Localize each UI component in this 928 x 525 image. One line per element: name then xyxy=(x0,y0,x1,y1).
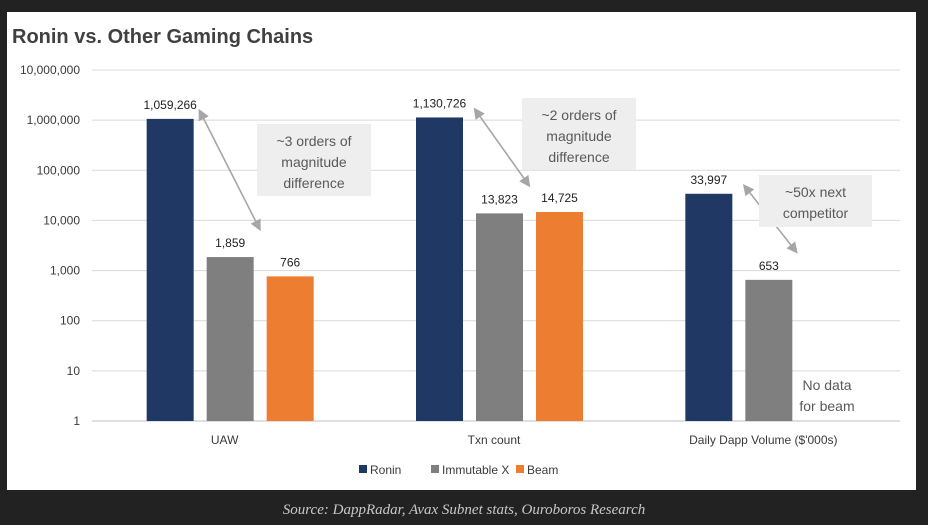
legend-swatch xyxy=(516,465,524,473)
chart-svg: Ronin vs. Other Gaming Chains 1 10 100 1,00… xyxy=(12,26,900,477)
annotation-text: magnitude xyxy=(546,128,612,144)
legend: Ronin Immutable X Beam xyxy=(359,463,558,477)
annotation-box xyxy=(257,124,371,196)
y-tick-label: 1,000 xyxy=(50,264,80,278)
annotation-text: difference xyxy=(548,149,609,165)
legend-label: Beam xyxy=(527,463,558,477)
annotations: ~3 orders of magnitude difference ~2 orders… xyxy=(198,98,872,414)
annotation-box xyxy=(522,98,636,170)
y-tick-label: 100,000 xyxy=(37,163,81,177)
chart-figure: Ronin vs. Other Gaming Chains 1 10 100 1,00… xyxy=(7,12,916,490)
source-caption: Source: DappRadar, Avax Subnet stats, Ou… xyxy=(282,502,646,518)
bar-ronin xyxy=(146,118,194,421)
bar-immutable-x xyxy=(476,213,523,421)
annotation-arrow xyxy=(198,108,261,232)
bar-beam xyxy=(536,212,583,421)
y-tick-label: 10 xyxy=(67,364,81,378)
no-data-note: for beam xyxy=(799,398,854,414)
y-axis-ticks: 1 10 100 1,000 10,000 100,000 1,000,000 10,000,… xyxy=(20,63,80,428)
annotation-arrow xyxy=(473,107,531,188)
annotation-text: difference xyxy=(283,175,344,191)
data-label: 13,823 xyxy=(481,192,518,206)
data-labels: 1,059,266 1,859 766 1,130,726 13,823 14,725 33… xyxy=(143,96,779,272)
bar-immutable-x xyxy=(745,279,793,421)
y-tick-label: 1 xyxy=(73,414,80,428)
bars xyxy=(146,117,793,421)
y-tick-label: 1,000,000 xyxy=(27,113,81,127)
data-label: 766 xyxy=(280,255,300,269)
data-label: 1,059,266 xyxy=(143,98,197,112)
annotation-text: ~3 orders of xyxy=(276,133,351,149)
annotation-text: magnitude xyxy=(281,154,347,170)
category-labels: UAW Txn count Daily Dapp Volume ($'000s) xyxy=(211,433,838,447)
legend-swatch xyxy=(359,465,367,473)
category-label: Daily Dapp Volume ($'000s) xyxy=(689,433,837,447)
y-tick-label: 100 xyxy=(60,314,80,328)
legend-swatch xyxy=(431,465,439,473)
annotation-text: ~50x next xyxy=(785,184,846,200)
data-label: 33,997 xyxy=(690,173,727,187)
data-label: 1,130,726 xyxy=(413,96,467,110)
annotation-text: ~2 orders of xyxy=(541,107,616,123)
category-label: Txn count xyxy=(468,433,521,447)
annotation-text: competitor xyxy=(783,205,849,221)
no-data-note: No data xyxy=(802,377,851,393)
data-label: 653 xyxy=(759,259,779,273)
bar-immutable-x xyxy=(206,257,254,421)
annotation-box xyxy=(759,175,872,227)
legend-label: Immutable X xyxy=(442,463,509,477)
y-tick-label: 10,000,000 xyxy=(20,63,80,77)
bar-beam xyxy=(266,276,314,421)
bar-ronin xyxy=(416,117,463,421)
bar-ronin xyxy=(685,193,733,421)
legend-label: Ronin xyxy=(370,463,401,477)
y-tick-label: 10,000 xyxy=(43,213,80,227)
data-label: 14,725 xyxy=(541,191,578,205)
data-label: 1,859 xyxy=(215,236,245,250)
chart-title: Ronin vs. Other Gaming Chains xyxy=(12,26,313,48)
category-label: UAW xyxy=(211,433,239,447)
